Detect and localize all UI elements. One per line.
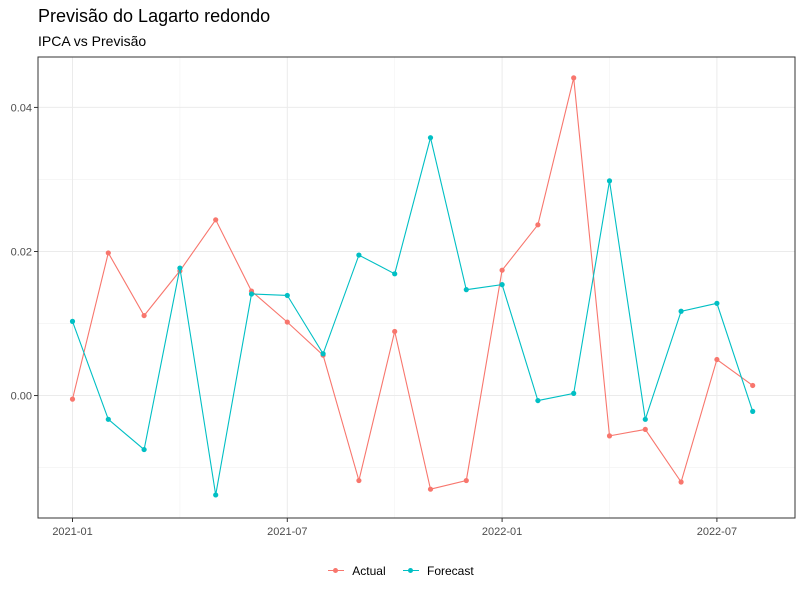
data-point-forecast <box>463 287 469 293</box>
data-point-actual <box>356 477 362 484</box>
data-point-forecast <box>320 351 326 357</box>
y-tick-label: 0.04 <box>11 102 32 114</box>
data-point-forecast <box>571 390 577 396</box>
legend-item-forecast: Forecast <box>401 564 474 578</box>
data-point-actual <box>427 486 434 492</box>
data-point-forecast <box>750 408 756 414</box>
x-tick-label: 2022-07 <box>697 526 737 538</box>
data-point-actual <box>213 217 219 223</box>
x-tick-label: 2021-07 <box>267 526 307 538</box>
data-point-actual <box>714 356 720 363</box>
legend: Actual Forecast <box>0 564 800 580</box>
data-point-actual <box>642 426 648 433</box>
data-point-forecast <box>284 292 290 299</box>
data-point-forecast <box>642 416 648 422</box>
chart-subtitle: IPCA vs Previsão <box>38 33 147 49</box>
y-tick-label: 0.00 <box>11 391 32 403</box>
data-point-forecast <box>427 135 434 141</box>
series-line-forecast <box>71 137 754 495</box>
data-point-forecast <box>69 318 76 324</box>
data-point-actual <box>535 222 541 228</box>
legend-key-actual <box>326 565 346 577</box>
data-point-actual <box>606 433 613 439</box>
legend-label-forecast: Forecast <box>427 564 474 578</box>
plot-panel-border <box>37 56 796 519</box>
data-point-forecast <box>714 300 720 306</box>
legend-key-forecast <box>401 565 421 577</box>
data-point-forecast <box>248 291 255 297</box>
data-point-forecast <box>535 397 541 404</box>
data-point-actual <box>750 382 756 389</box>
data-point-actual <box>392 328 398 335</box>
data-point-actual <box>463 477 469 484</box>
data-point-forecast <box>392 271 398 277</box>
data-point-actual <box>284 319 290 325</box>
data-point-forecast <box>213 492 219 498</box>
x-tick-label: 2022-01 <box>482 526 522 538</box>
data-point-forecast <box>678 308 684 314</box>
data-point-actual <box>105 250 111 256</box>
data-point-actual <box>69 396 76 402</box>
data-point-actual <box>571 75 577 81</box>
data-point-forecast <box>356 252 362 258</box>
data-point-forecast <box>606 178 613 184</box>
series-line-actual <box>71 77 754 490</box>
data-point-actual <box>141 312 147 319</box>
data-point-forecast <box>177 265 183 271</box>
data-point-forecast <box>499 282 505 288</box>
data-point-actual <box>678 479 684 485</box>
data-point-actual <box>499 267 505 273</box>
legend-item-actual: Actual <box>326 564 386 578</box>
data-point-forecast <box>141 446 147 453</box>
x-tick-label: 2021-01 <box>52 526 92 538</box>
data-point-forecast <box>105 416 111 422</box>
legend-label-actual: Actual <box>352 564 386 578</box>
chart-title: Previsão do Lagarto redondo <box>38 6 271 26</box>
y-tick-label: 0.02 <box>11 246 32 258</box>
